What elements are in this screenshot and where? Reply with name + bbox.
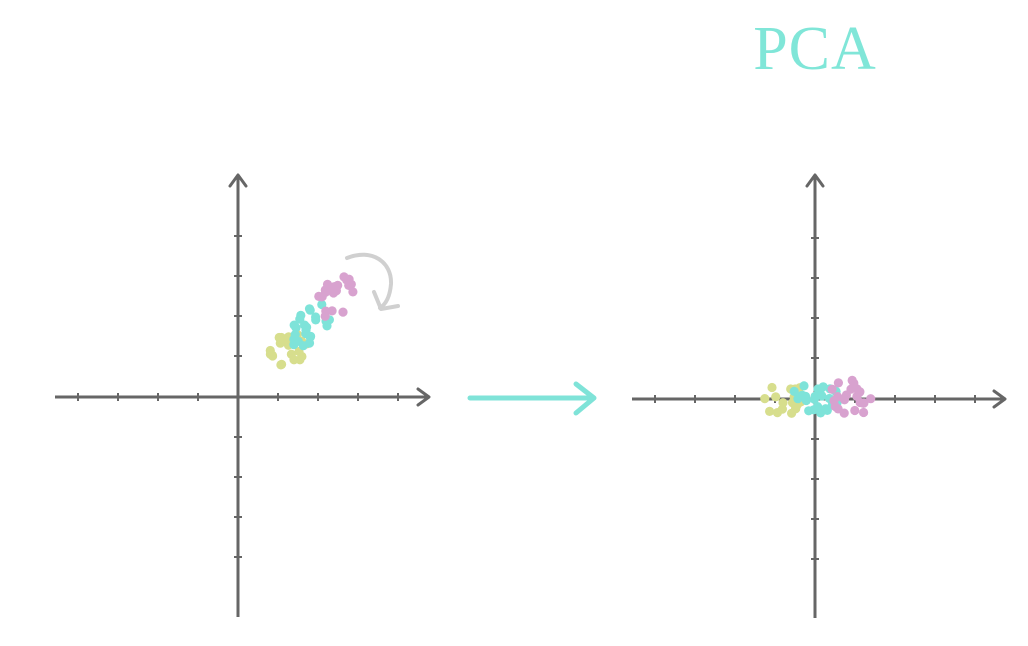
data-point-yellow — [767, 383, 776, 392]
data-point-cyan — [798, 391, 807, 400]
data-point-cyan — [817, 391, 826, 400]
left-data-points — [266, 272, 358, 369]
data-point-yellow — [791, 404, 800, 413]
right-data-points — [760, 376, 875, 418]
left-axes — [55, 175, 429, 617]
data-point-pink — [852, 384, 861, 393]
data-point-yellow — [773, 408, 782, 417]
data-point-yellow — [277, 360, 286, 369]
data-point-cyan — [306, 332, 315, 341]
data-point-pink — [834, 378, 843, 387]
data-point-cyan — [322, 321, 331, 330]
data-point-pink — [833, 392, 842, 401]
data-point-cyan — [305, 304, 314, 313]
data-point-pink — [339, 272, 348, 281]
data-point-yellow — [760, 394, 769, 403]
data-point-yellow — [765, 407, 774, 416]
data-point-yellow — [778, 398, 787, 407]
data-point-yellow — [295, 355, 304, 364]
data-point-pink — [344, 281, 353, 290]
data-point-pink — [866, 394, 875, 403]
data-point-cyan — [295, 315, 304, 324]
data-point-cyan — [289, 340, 298, 349]
data-point-cyan — [790, 387, 799, 396]
data-point-yellow — [771, 392, 780, 401]
data-point-pink — [850, 406, 859, 415]
data-point-pink — [329, 288, 338, 297]
data-point-pink — [840, 409, 849, 418]
data-point-pink — [321, 285, 330, 294]
data-point-cyan — [816, 408, 825, 417]
data-point-pink — [338, 308, 347, 317]
right-arrow-icon — [470, 384, 594, 413]
data-point-cyan — [799, 381, 808, 390]
data-point-cyan — [291, 323, 300, 332]
data-point-pink — [321, 312, 330, 321]
data-point-yellow — [268, 351, 277, 360]
data-point-cyan — [311, 315, 320, 324]
data-point-pink — [859, 408, 868, 417]
data-point-yellow — [275, 333, 284, 342]
